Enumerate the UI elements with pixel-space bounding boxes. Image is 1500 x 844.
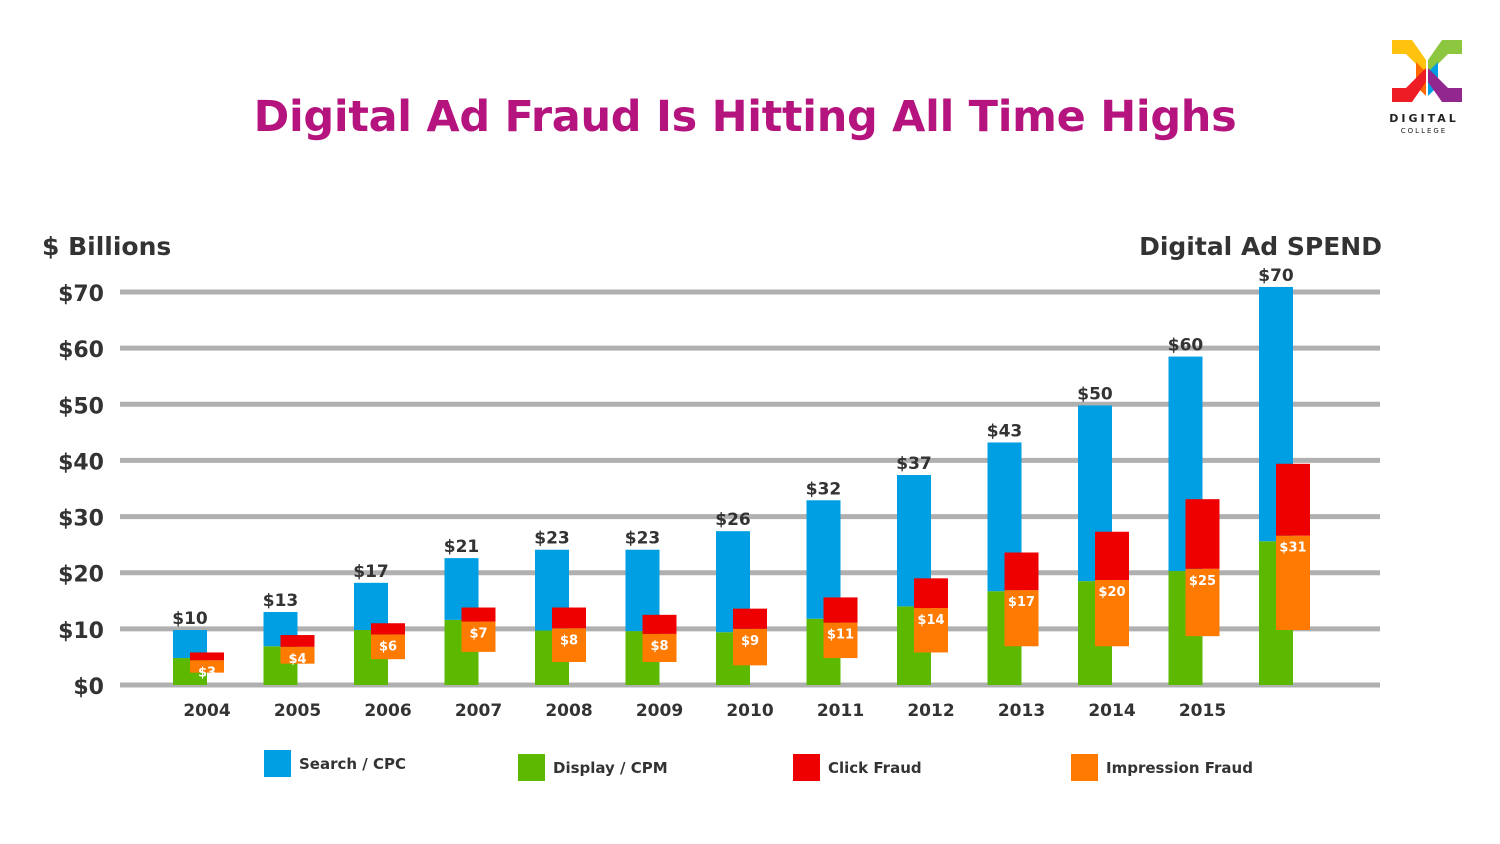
fraud-value-label: $17 [1008,595,1035,610]
fraud-bar-segment [280,646,315,664]
fraud-bar-segment [461,621,496,652]
spend-value-label: $70 [1258,266,1294,286]
x-tick-label: 2004 [183,701,230,721]
x-tick-label: 2007 [455,701,502,721]
fraud-value-label: $3 [198,665,216,680]
spend-value-label: $32 [806,479,842,499]
fraud-bar-segment [280,635,315,647]
spend-value-label: $26 [715,510,751,530]
legend-label: Impression Fraud [1106,758,1253,777]
legend-item: Search / CPC [264,750,406,777]
fraud-value-label: $6 [379,639,397,654]
fraud-bar-segment [552,607,586,629]
fraud-bar-segment [1095,531,1129,581]
bar-segment [354,582,388,630]
x-tick-label: 2011 [817,701,864,721]
fraud-bar-segment [642,633,677,662]
y-tick-label: $60 [58,338,104,363]
spend-value-label: $13 [263,591,299,611]
fraud-bar-segment [1004,552,1039,591]
fraud-bar-segment [914,578,948,609]
legend-item: Impression Fraud [1071,754,1253,781]
y-tick-label: $40 [58,450,104,475]
x-tick-label: 2006 [364,701,411,721]
fraud-value-label: $14 [917,613,944,628]
x-tick-label: 2008 [545,701,592,721]
legend-item: Display / CPM [518,754,668,781]
digital-college-logo-icon [1392,40,1462,102]
fraud-bar-segment [1185,568,1220,637]
y-axis-label: $ Billions [42,232,172,261]
legend-swatch [1071,754,1098,781]
y-tick-label: $50 [58,394,104,419]
page-title: Digital Ad Fraud Is Hitting All Time Hig… [253,92,1237,142]
fraud-bar-segment [552,628,586,662]
fraud-bar-segment [642,614,677,634]
x-tick-label: 2012 [907,701,954,721]
fraud-value-label: $31 [1279,541,1306,556]
fraud-bar-segment [371,634,405,660]
fraud-value-label: $11 [827,628,854,643]
x-tick-label: 2014 [1088,701,1135,721]
fraud-bar-segment [733,628,767,666]
spend-value-label: $23 [625,529,661,549]
digital-ad-spend-label: Digital Ad SPEND [1139,232,1382,261]
fraud-bar-segment [190,660,224,673]
fraud-bar-segment [371,623,405,635]
spend-value-label: $10 [172,609,208,629]
legend-swatch [793,754,820,781]
legend-label: Click Fraud [828,758,922,777]
legend-swatch [518,754,545,781]
fraud-value-label: $25 [1189,574,1216,589]
y-tick-label: $70 [58,282,104,307]
y-tick-label: $0 [73,675,104,700]
legend-item: Click Fraud [793,754,922,781]
x-tick-label: 2013 [998,701,1045,721]
logo-wordmark: DIGITAL [1389,112,1459,125]
x-tick-label: 2005 [274,701,321,721]
y-tick-label: $30 [58,507,104,532]
fraud-bar-segment [733,608,767,629]
fraud-bar-segment [190,652,224,661]
spend-value-label: $37 [896,454,932,474]
logo-subtitle: COLLEGE [1400,127,1448,135]
fraud-value-label: $8 [650,639,668,654]
fraud-bar-segment [1276,535,1310,630]
y-tick-label: $20 [58,563,104,588]
legend-label: Search / CPC [299,754,406,773]
spend-value-label: $17 [353,562,389,582]
fraud-bar-segment [823,597,858,623]
fraud-value-label: $8 [560,633,578,648]
x-tick-label: 2010 [726,701,773,721]
spend-value-label: $21 [444,537,480,557]
legend-swatch [264,750,291,777]
fraud-bar-segment [461,607,496,622]
fraud-bar-segment [1095,580,1129,647]
x-tick-label: 2009 [636,701,683,721]
fraud-bar-segment [1004,590,1039,647]
spend-value-label: $23 [534,529,570,549]
fraud-value-label: $7 [469,627,487,642]
legend-label: Display / CPM [553,758,668,777]
fraud-bar-segment [1185,499,1220,569]
x-tick-label: 2015 [1179,701,1226,721]
spend-value-label: $60 [1168,336,1204,356]
fraud-value-label: $4 [288,652,306,667]
spend-value-label: $43 [987,421,1023,441]
fraud-bar-segment [1276,463,1310,536]
fraud-bar-segment [823,622,858,659]
fraud-value-label: $20 [1098,585,1125,600]
fraud-value-label: $9 [741,634,759,649]
spend-value-label: $50 [1077,384,1113,404]
y-tick-label: $10 [58,619,104,644]
fraud-bar-segment [914,608,948,653]
